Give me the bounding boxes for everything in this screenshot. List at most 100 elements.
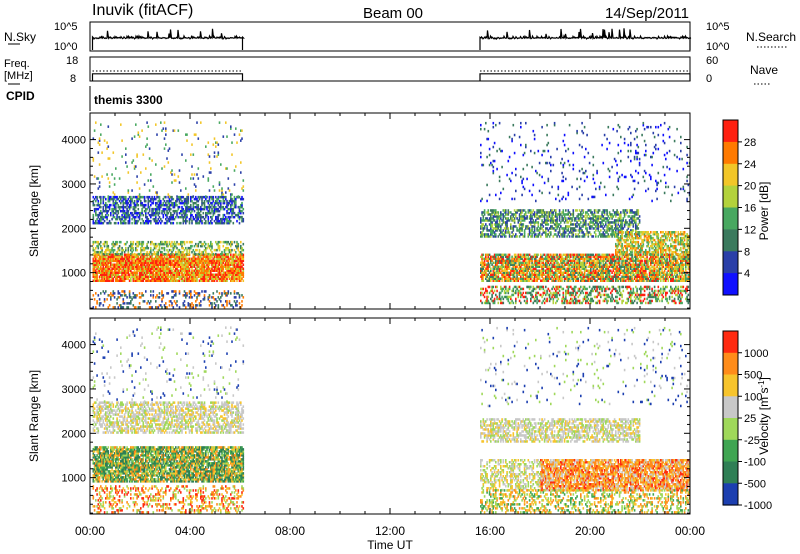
power-cell bbox=[165, 279, 167, 282]
power-cell bbox=[107, 257, 110, 261]
power-cell bbox=[125, 277, 127, 280]
power-cell bbox=[165, 259, 167, 263]
power-cell bbox=[216, 300, 218, 303]
power-cell bbox=[177, 259, 180, 263]
power-cell bbox=[181, 153, 183, 156]
power-cell bbox=[125, 153, 127, 156]
power-cell bbox=[225, 121, 227, 124]
power-cell bbox=[203, 265, 206, 268]
power-cell bbox=[150, 294, 152, 297]
power-cell bbox=[185, 261, 187, 265]
power-cell bbox=[202, 275, 205, 278]
power-cell bbox=[126, 261, 128, 265]
freq-trace-segment-1 bbox=[479, 73, 691, 81]
power-cell bbox=[137, 263, 140, 266]
power-cell bbox=[171, 253, 173, 257]
power-cell bbox=[147, 263, 150, 266]
power-cell bbox=[151, 306, 153, 309]
power-cell bbox=[123, 263, 126, 266]
power-cell bbox=[186, 267, 188, 270]
power-cell bbox=[167, 253, 170, 257]
power-cell bbox=[178, 257, 181, 261]
power-cell bbox=[113, 248, 116, 252]
power-cell bbox=[131, 221, 133, 225]
power-cell bbox=[191, 165, 193, 168]
power-cell bbox=[208, 294, 211, 297]
power-cell bbox=[161, 167, 163, 170]
power-cell bbox=[111, 173, 113, 176]
power-cell bbox=[110, 263, 112, 266]
power-cell bbox=[157, 277, 160, 280]
power-cell bbox=[146, 137, 148, 140]
power-cell bbox=[145, 167, 147, 170]
power-cell bbox=[203, 273, 206, 276]
power-cell bbox=[126, 271, 128, 274]
power-cell bbox=[113, 292, 116, 295]
power-cell bbox=[160, 267, 162, 270]
power-cell bbox=[177, 257, 180, 261]
power-cell bbox=[96, 273, 98, 276]
power-cell bbox=[118, 267, 121, 270]
power-cell bbox=[187, 195, 190, 199]
power-cell bbox=[166, 255, 168, 259]
power-cell bbox=[200, 279, 202, 282]
power-cell bbox=[181, 253, 183, 257]
power-cell bbox=[190, 277, 192, 280]
power-cell bbox=[141, 269, 143, 272]
power-cell bbox=[213, 189, 216, 192]
power-cell bbox=[200, 259, 202, 263]
power-cell bbox=[148, 157, 151, 160]
power-cell bbox=[125, 269, 127, 272]
power-cell bbox=[102, 267, 105, 270]
power-cell bbox=[192, 253, 195, 257]
power-cell bbox=[100, 195, 102, 199]
power-cell bbox=[127, 257, 130, 261]
power-cell bbox=[187, 277, 190, 280]
power-cell bbox=[190, 203, 192, 207]
power-cell bbox=[140, 271, 142, 274]
power-cell bbox=[197, 271, 200, 274]
power-cell bbox=[176, 263, 178, 266]
power-cell bbox=[140, 275, 142, 278]
power-cell bbox=[156, 277, 158, 280]
power-cell bbox=[141, 267, 143, 270]
power-cell bbox=[130, 265, 132, 268]
power-cell bbox=[221, 292, 223, 295]
power-cell bbox=[108, 275, 111, 278]
power-cell bbox=[180, 221, 182, 225]
power-cell bbox=[138, 271, 141, 274]
power-cell bbox=[120, 271, 122, 274]
power-cell bbox=[166, 277, 168, 280]
power-cell bbox=[178, 265, 181, 268]
power-cell bbox=[141, 263, 143, 266]
power-cell bbox=[123, 271, 126, 274]
power-cell bbox=[182, 275, 185, 278]
power-cell bbox=[100, 267, 102, 270]
power-cell bbox=[193, 279, 196, 282]
power-cell bbox=[158, 255, 161, 259]
power-cell bbox=[168, 261, 171, 265]
power-cell bbox=[175, 265, 177, 268]
power-cell bbox=[126, 253, 128, 257]
power-cell bbox=[126, 277, 128, 280]
power-cell bbox=[163, 165, 166, 168]
power-cell bbox=[158, 261, 161, 265]
power-cell bbox=[163, 271, 166, 274]
power-cell bbox=[152, 259, 155, 263]
power-cell bbox=[93, 261, 96, 265]
power-cell bbox=[100, 240, 102, 244]
power-cell bbox=[138, 257, 141, 261]
power-cell bbox=[151, 261, 153, 265]
power-cell bbox=[116, 259, 118, 263]
power-cell bbox=[152, 290, 155, 293]
power-cell bbox=[221, 250, 223, 254]
power-cell bbox=[175, 279, 177, 282]
power-cell bbox=[107, 267, 110, 270]
power-cell bbox=[146, 263, 148, 266]
power-cell bbox=[162, 269, 165, 272]
power-cell bbox=[132, 271, 135, 274]
power-cell bbox=[180, 259, 182, 263]
power-cell bbox=[93, 273, 96, 276]
power-cell bbox=[225, 195, 227, 199]
